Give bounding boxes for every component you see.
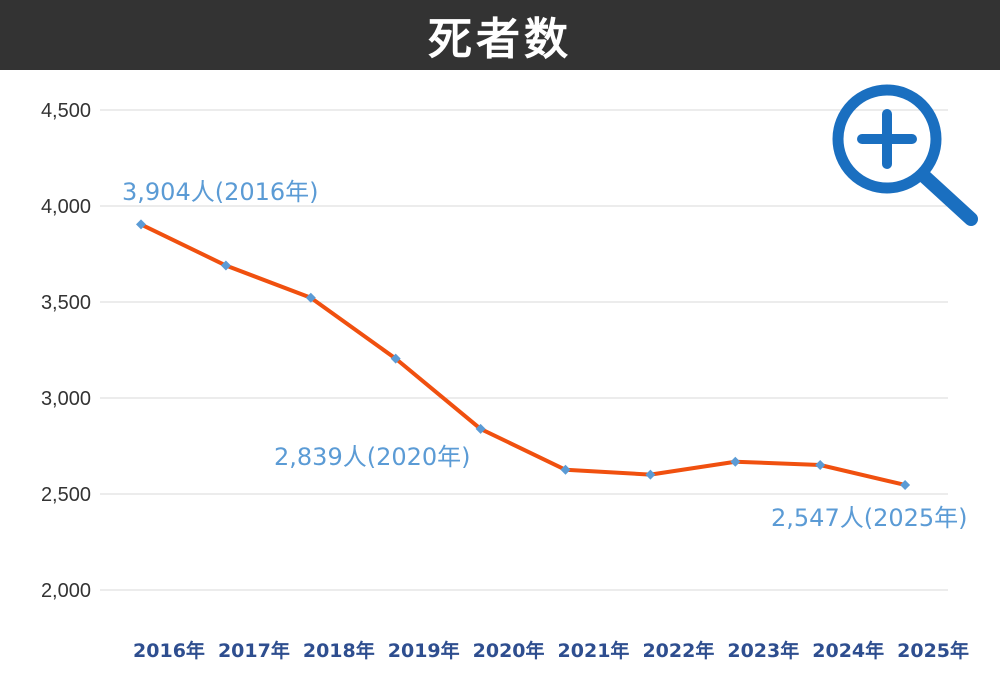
data-point: [815, 460, 826, 471]
x-tick-label: 2018年: [303, 639, 375, 662]
data-point: [475, 423, 486, 434]
data-label: 2,547人(2025年): [771, 504, 968, 532]
x-tick-label: 2020年: [473, 639, 545, 662]
data-point: [560, 464, 571, 475]
data-point: [645, 469, 656, 480]
x-tick-label: 2024年: [812, 639, 884, 662]
gridlines: [100, 109, 948, 591]
annotations: 3,904人(2016年) 2,839人(2020年) 2,547人(2025年): [122, 178, 968, 532]
data-point: [390, 353, 401, 364]
data-point: [900, 479, 911, 490]
x-tick-label: 2019年: [388, 639, 460, 662]
data-point: [220, 260, 231, 271]
y-tick-label: 3,500: [41, 292, 91, 314]
data-point: [730, 456, 741, 467]
y-tick-label: 2,500: [41, 484, 91, 506]
x-tick-label: 2025年: [897, 639, 969, 662]
y-tick-label: 3,000: [41, 388, 91, 410]
data-label: 3,904人(2016年): [122, 178, 319, 206]
data-label: 2,839人(2020年): [274, 443, 471, 471]
x-tick-label: 2017年: [218, 639, 290, 662]
x-axis: 2016年 2017年 2018年 2019年 2020年 2021年 2022年 2023年…: [133, 639, 969, 662]
x-tick-label: 2021年: [558, 639, 630, 662]
chart-title: 死者数: [428, 14, 572, 65]
y-tick-label: 4,000: [41, 196, 91, 218]
y-tick-label: 2,000: [41, 580, 91, 602]
x-tick-label: 2023年: [727, 639, 799, 662]
data-point: [305, 292, 316, 303]
series-line: [140, 222, 906, 487]
markers: [136, 219, 911, 490]
x-tick-label: 2022年: [642, 639, 714, 662]
series: [140, 222, 906, 487]
x-tick-label: 2016年: [133, 639, 205, 662]
chart-header: 死者数: [0, 0, 1000, 70]
data-point: [136, 219, 146, 230]
y-axis: 2,000 2,500 3,000 3,500 4,000 4,500: [41, 100, 91, 602]
zoom-in-button[interactable]: [830, 82, 980, 232]
zoom-in-icon: [832, 84, 978, 226]
y-tick-label: 4,500: [41, 100, 91, 122]
